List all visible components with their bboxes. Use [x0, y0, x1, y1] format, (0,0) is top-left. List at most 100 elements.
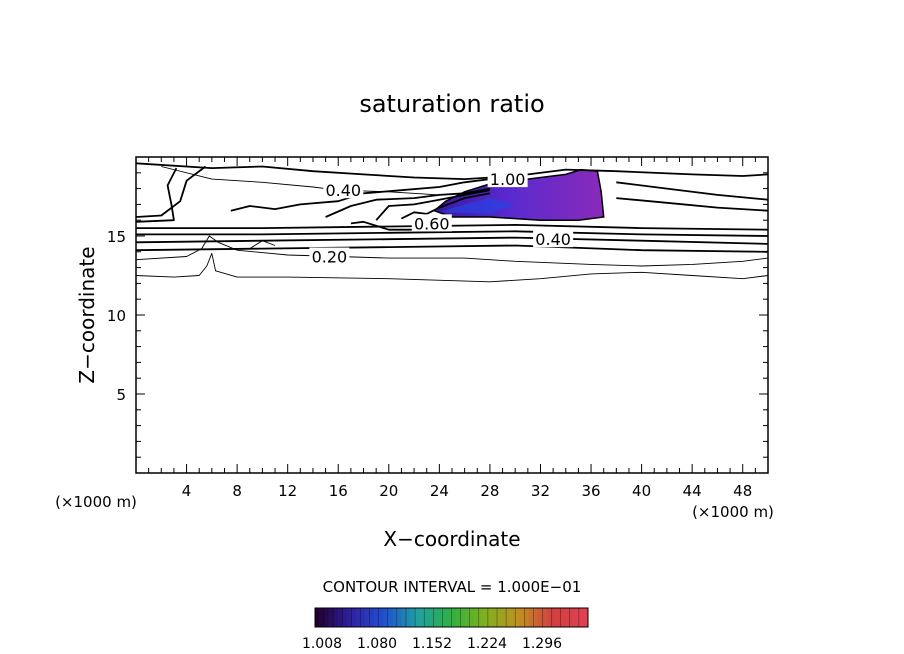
- colorbar-segment: [337, 608, 343, 627]
- x-unit-left: (×1000 m): [55, 493, 137, 511]
- colorbar-segment: [547, 608, 552, 627]
- x-axis-label: X−coordinate: [383, 527, 520, 551]
- colorbar-segment: [492, 608, 498, 627]
- contour-line: [136, 230, 769, 237]
- colorbar-segment: [560, 608, 566, 627]
- x-tick-label: 36: [581, 482, 600, 500]
- colorbar-segment: [355, 608, 361, 627]
- contour-line: [401, 192, 491, 220]
- x-tick-label: 12: [278, 482, 297, 500]
- colorbar-segment: [428, 608, 434, 627]
- y-tick-label: 5: [116, 386, 126, 404]
- contour-label-bg: [309, 247, 350, 265]
- colorbar-segment: [446, 608, 452, 627]
- contour-line: [136, 223, 769, 231]
- colorbar-segment: [360, 608, 366, 627]
- colorbar-segment: [437, 608, 443, 627]
- colorbar-segment: [396, 608, 402, 627]
- contour-label: 0.60: [414, 214, 450, 233]
- colorbar-segment: [487, 608, 493, 627]
- colorbar-segment: [387, 608, 393, 627]
- colorbar-segment: [583, 608, 589, 627]
- colorbar-segment: [524, 608, 530, 627]
- colorbar-segment: [433, 608, 439, 627]
- colorbar-tick-label: 1.152: [412, 636, 452, 652]
- colorbar-tick-label: 1.080: [357, 636, 397, 652]
- colorbar-tick-label: 1.008: [302, 636, 342, 652]
- x-tick-label: 16: [329, 482, 348, 500]
- contour-line: [135, 244, 769, 253]
- colorbar-segment: [565, 608, 571, 627]
- colorbar-segment: [569, 608, 575, 627]
- contour-label-bg: [487, 170, 528, 188]
- colorbar-segment: [406, 608, 411, 627]
- colorbar-segment: [478, 608, 484, 627]
- colorbar-segment: [578, 608, 584, 627]
- contour-label: 1.00: [490, 170, 526, 189]
- contour-line: [375, 189, 491, 221]
- colorbar-segment: [469, 608, 475, 627]
- colorbar-segment: [533, 608, 539, 627]
- x-tick-label: 8: [232, 482, 242, 500]
- contour-line: [616, 181, 769, 201]
- colorbar-segment: [415, 608, 420, 627]
- colorbar-segment: [346, 608, 352, 627]
- colorbar-segment: [324, 608, 329, 627]
- colorbar-segment: [542, 608, 548, 627]
- x-tick-label: 32: [531, 482, 550, 500]
- colorbar-segment: [315, 608, 320, 627]
- y-axis-label: Z−coordinate: [75, 246, 99, 383]
- contour-line: [135, 167, 178, 223]
- colorbar-segment: [319, 608, 325, 627]
- contour-label: 0.40: [535, 230, 571, 249]
- contour-label-bg: [323, 181, 364, 199]
- colorbar-segment: [515, 608, 521, 627]
- colorbar-segment: [537, 608, 543, 627]
- colorbar-segment: [383, 608, 389, 627]
- contour-line: [249, 240, 276, 249]
- contour-label: 0.40: [325, 181, 361, 200]
- x-tick-label: 24: [430, 482, 449, 500]
- colorbar-segment: [456, 608, 461, 627]
- x-tick-label: 28: [480, 482, 499, 500]
- y-tick-label: 10: [107, 307, 126, 325]
- chart-title: saturation ratio: [359, 90, 544, 118]
- plot-area: 0.40 1.00 0.60 0.40 0.20: [135, 162, 769, 283]
- colorbar-segment: [510, 608, 516, 627]
- contour-label-bg: [533, 230, 574, 248]
- y-tick-label: 15: [107, 228, 126, 246]
- colorbar-segment: [333, 608, 339, 627]
- colorbar-segment: [483, 608, 489, 627]
- colorbar-segment: [378, 608, 384, 627]
- colorbar-segment: [369, 608, 375, 627]
- contour-line: [135, 165, 207, 218]
- contour-line: [135, 252, 769, 283]
- colorbar-segment: [342, 608, 348, 627]
- colorbar-segment: [419, 608, 425, 627]
- x-tick-label: 40: [632, 482, 651, 500]
- contour-line: [135, 162, 769, 181]
- colorbar-segment: [351, 608, 357, 627]
- x-tick-label: 20: [379, 482, 398, 500]
- colorbar-segment: [442, 608, 448, 627]
- contour-line: [135, 236, 769, 245]
- colorbar-segment: [474, 608, 480, 627]
- colorbar-segment: [460, 608, 466, 627]
- colorbar-segment: [365, 608, 370, 627]
- colorbar-segment: [410, 608, 416, 627]
- x-tick-label: 44: [683, 482, 702, 500]
- colorbar-segment: [574, 608, 580, 627]
- colorbar-segment: [401, 608, 407, 627]
- contour-label-bg: [411, 214, 452, 232]
- x-unit-right: (×1000 m): [692, 503, 774, 521]
- contour-label: 0.20: [312, 248, 348, 267]
- colorbar-segment: [424, 608, 430, 627]
- colorbar-segment: [465, 608, 470, 627]
- contour-line: [350, 220, 415, 231]
- colorbar-tick-label: 1.224: [467, 636, 507, 652]
- colorbar: 1.008 1.080 1.152 1.224 1.296: [302, 607, 589, 652]
- colorbar-segment: [506, 608, 511, 627]
- colorbar-segment: [501, 608, 507, 627]
- colorbar-segment: [551, 608, 557, 627]
